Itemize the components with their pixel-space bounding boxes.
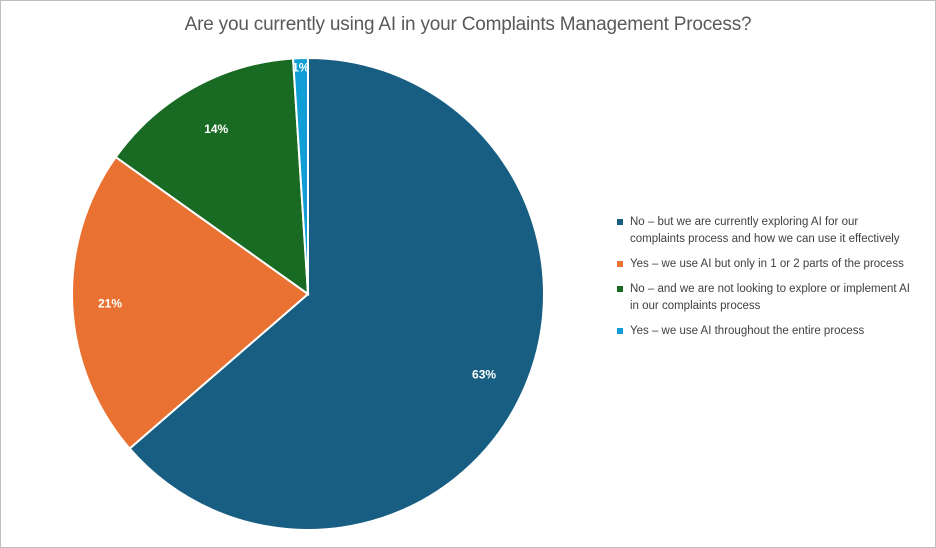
pie-slice-yes-entire <box>291 56 309 295</box>
legend-label-no-not-looking: No – and we are not looking to explore o… <box>630 283 910 312</box>
pie-slice-no-exploring <box>128 56 545 531</box>
legend-label-yes-entire: Yes – we use AI throughout the entire pr… <box>630 325 865 337</box>
legend-swatch-no-not-looking <box>617 286 623 292</box>
data-label-yes-partial: 21% <box>98 296 122 310</box>
legend-label-yes-partial: Yes – we use AI but only in 1 or 2 parts… <box>630 258 904 270</box>
chart-legend: No – but we are currently exploring AI f… <box>614 214 914 348</box>
legend-item-no-not-looking: No – and we are not looking to explore o… <box>614 281 914 315</box>
legend-item-no-exploring: No – but we are currently exploring AI f… <box>614 214 914 248</box>
pie-slice-no-not-looking <box>114 57 310 297</box>
data-label-yes-entire: 1% <box>292 61 310 75</box>
data-label-no-not-looking: 14% <box>204 122 228 136</box>
legend-label-no-exploring: No – but we are currently exploring AI f… <box>630 216 900 245</box>
chart-title: Are you currently using AI in your Compl… <box>184 14 752 35</box>
legend-swatch-yes-partial <box>617 261 623 267</box>
legend-item-yes-entire: Yes – we use AI throughout the entire pr… <box>614 323 914 340</box>
legend-item-yes-partial: Yes – we use AI but only in 1 or 2 parts… <box>614 256 914 273</box>
legend-swatch-no-exploring <box>617 219 623 225</box>
pie-slice-yes-partial <box>71 155 310 450</box>
data-label-no-exploring: 63% <box>472 367 496 381</box>
legend-swatch-yes-entire <box>617 328 623 334</box>
